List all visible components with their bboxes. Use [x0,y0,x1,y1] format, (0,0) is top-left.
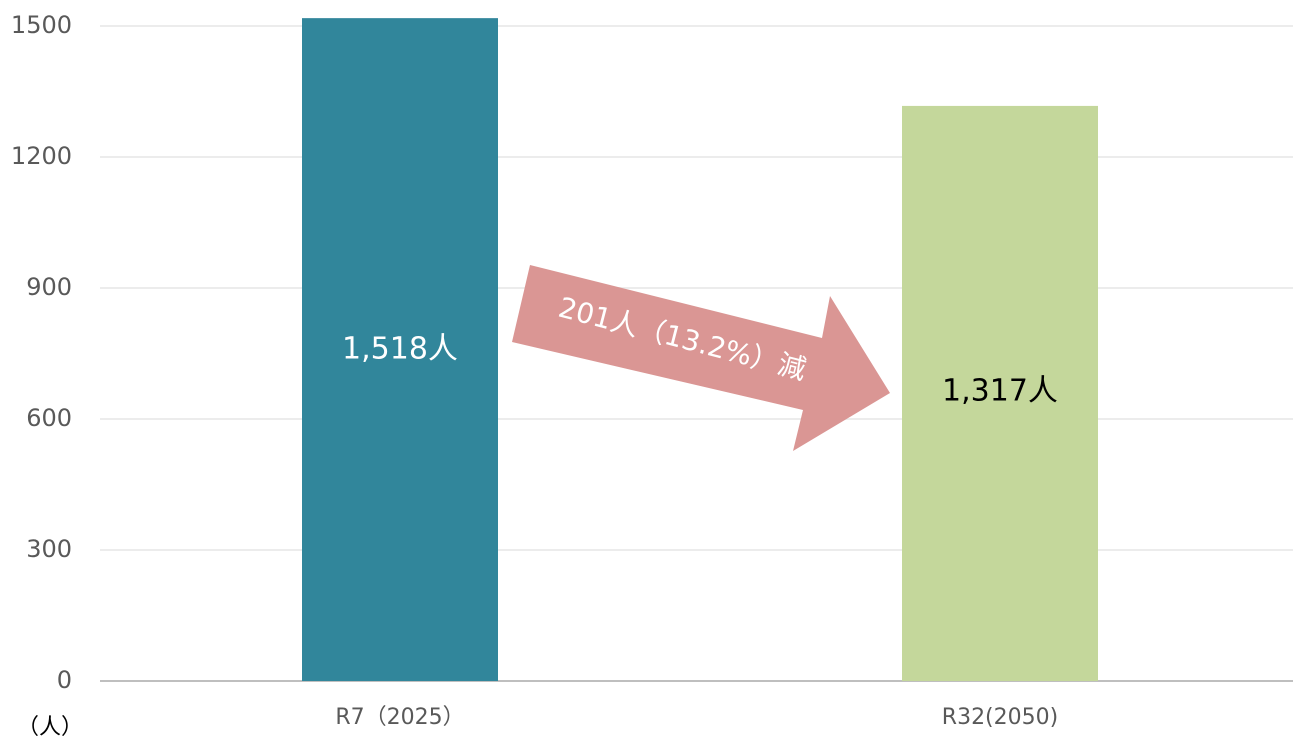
x-tick-label: R32(2050) [942,705,1058,730]
data-label: 1,518人 [342,332,458,367]
data-label: 1,317人 [942,374,1058,409]
y-tick-label: 300 [26,535,72,563]
bar [302,18,498,681]
bar [902,105,1098,681]
y-tick-label: 1500 [11,11,72,39]
y-tick-label: 0 [57,666,72,694]
change-arrow [512,265,890,451]
x-tick-label: R7（2025） [335,705,464,730]
y-tick-label: 600 [26,404,72,432]
y-tick-label: 900 [26,273,72,301]
y-unit-label: （人） [17,715,83,740]
y-tick-label: 1200 [11,142,72,170]
